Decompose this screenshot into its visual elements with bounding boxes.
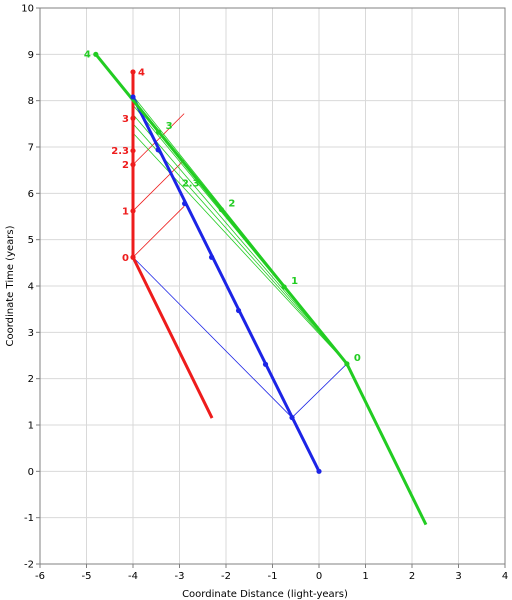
red-event-label: 0 [122,253,129,264]
y-tick-label: 0 [28,467,34,478]
blue-event-marker [235,307,242,314]
light-signal-line [132,256,293,418]
green-event-marker [344,361,350,367]
event-labels: 0 1 2 2.3 3 4 0 1 2 3 4 2.3 [84,49,361,364]
red-event-label: 4 [138,67,145,78]
green-event-marker [93,51,99,57]
y-tick-label: 6 [28,189,34,200]
x-tick-label: -2 [221,571,231,582]
y-tick-label: 7 [28,143,34,154]
event-markers [93,51,350,474]
x-tick-label: -6 [35,571,45,582]
x-tick-label: -1 [268,571,278,582]
red-event-marker [130,69,136,75]
y-tick-label: -1 [24,513,34,524]
worldline [131,96,321,473]
y-tick-label: 9 [28,50,34,61]
blue-event-marker [208,254,215,260]
green-event-label: 2 [228,199,235,210]
y-tick-label: -2 [24,560,34,571]
y-axis-label: Coordinate Time (years) [5,225,16,346]
blue-event-marker [262,361,269,367]
green-event-label: 4 [84,49,91,60]
light-signal-line [291,363,348,418]
x-tick-labels: -6 -5 -4 -3 -2 -1 0 1 2 3 4 [35,564,508,582]
green-event-marker [281,284,287,290]
y-tick-label: 1 [28,421,34,432]
x-tick-label: 1 [362,571,368,582]
red-event-label: 3 [122,114,129,125]
red-event-label: 1 [122,206,129,217]
y-tick-label: 4 [28,282,34,293]
green-event-label: 1 [291,276,298,287]
red-event-label: 2 [122,160,129,171]
red-event-marker [130,254,136,260]
x-tick-label: -4 [128,571,138,582]
green-event-marker [155,129,162,135]
y-tick-label: 5 [28,235,34,246]
light-signal-line [133,124,348,365]
y-tick-label: 2 [28,374,34,385]
light-signal-line [132,206,185,258]
blue-event-marker [182,200,188,207]
y-tick-label: 3 [28,328,34,339]
x-tick-label: 0 [316,571,322,582]
red-event-marker [130,162,136,168]
x-axis-label: Coordinate Distance (light-years) [182,589,348,600]
red-event-marker [130,208,136,214]
x-tick-label: -3 [175,571,185,582]
x-tick-label: 3 [455,571,461,582]
red-event-marker [130,148,136,154]
blue-event-marker [316,468,322,474]
green-event-marker [218,206,224,213]
light-signal-line [132,159,185,212]
y-tick-labels: -2 -1 0 1 2 3 4 5 6 7 8 9 10 [21,4,40,571]
blue-event-marker [289,414,295,421]
blue-event-marker [155,147,161,153]
x-tick-label: -5 [82,571,92,582]
x-tick-label: 2 [409,571,415,582]
y-tick-label: 10 [21,4,34,15]
red-event-marker [130,115,136,121]
green-event-label: 2.3 [182,178,200,189]
x-tick-label: 4 [502,571,508,582]
blue-event-marker [130,94,136,100]
y-tick-label: 8 [28,96,34,107]
green-event-label: 0 [354,353,361,364]
green-event-label: 3 [166,121,173,132]
red-event-label: 2.3 [111,146,129,157]
light-signal-line [132,113,185,165]
